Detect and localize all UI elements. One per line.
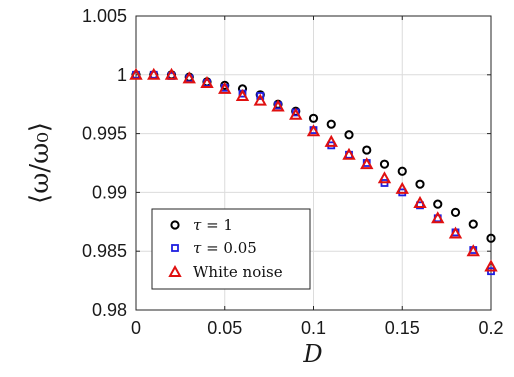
legend-value: = 0.05 — [201, 239, 257, 257]
data-point-triangle — [431, 211, 445, 224]
legend-label: τ = 1 — [193, 216, 233, 234]
y-tick-labels: 0.98 0.985 0.99 0.995 1 1.005 — [82, 6, 127, 320]
data-point-triangle — [235, 88, 250, 101]
x-axis-label: D — [302, 340, 322, 368]
y-tick-label: 0.98 — [92, 300, 127, 320]
legend-marker-square — [171, 244, 179, 252]
data-point-circle — [397, 166, 407, 176]
data-point-circle — [486, 233, 496, 243]
data-point-circle — [415, 179, 425, 189]
legend-value: White noise — [193, 263, 283, 281]
x-tick-labels: 0 0.05 0.1 0.15 0.2 — [131, 318, 504, 338]
legend-label: τ = 0.05 — [193, 239, 257, 257]
legend-value: = 1 — [201, 216, 233, 234]
legend-symbol: τ — [193, 239, 202, 257]
grid-lines — [136, 16, 491, 310]
data-point-triangle — [342, 147, 356, 160]
data-point-triangle — [306, 124, 321, 137]
data-point-triangle — [395, 181, 409, 194]
data-point-triangle — [182, 71, 196, 84]
data-point-circle — [344, 130, 354, 140]
data-point-triangle — [466, 244, 480, 257]
data-point-circle — [308, 113, 319, 123]
data-point-triangle — [271, 99, 285, 112]
data-points — [129, 67, 498, 276]
legend-marker-circle — [170, 220, 180, 230]
data-point-circle — [450, 207, 461, 217]
axis-ticks — [135, 15, 492, 311]
data-point-triangle — [324, 134, 338, 147]
data-point-triangle — [413, 195, 427, 208]
x-tick-label: 0.15 — [385, 318, 420, 338]
y-tick-label: 0.99 — [92, 182, 127, 202]
data-point-circle — [433, 199, 443, 209]
y-axis-label: ⟨ω/ω₀⟩ — [25, 122, 55, 204]
x-tick-label: 0.1 — [301, 318, 326, 338]
legend-marker-triangle — [168, 264, 182, 277]
x-tick-label: 0.2 — [478, 318, 503, 338]
data-point-triangle — [129, 67, 143, 80]
data-point-triangle — [200, 75, 214, 89]
data-point-circle — [326, 119, 336, 129]
y-tick-label: 1 — [117, 65, 127, 85]
data-point-circle — [362, 145, 372, 155]
data-point-triangle — [253, 93, 267, 106]
data-point-triangle — [147, 67, 161, 80]
data-point-triangle — [360, 157, 374, 170]
data-point-triangle — [289, 107, 303, 120]
data-point-triangle — [377, 171, 392, 184]
data-point-triangle — [484, 259, 498, 272]
y-tick-label: 0.985 — [82, 241, 127, 261]
data-point-triangle — [218, 81, 232, 94]
legend-label: White noise — [193, 263, 283, 281]
x-tick-label: 0 — [131, 318, 141, 338]
data-point-circle — [379, 159, 390, 169]
y-tick-label: 1.005 — [82, 6, 127, 26]
data-point-square — [256, 92, 265, 100]
y-tick-label: 0.995 — [82, 124, 127, 144]
series-triangle — [129, 67, 498, 272]
data-point-triangle — [448, 226, 463, 239]
data-point-triangle — [164, 67, 179, 80]
x-tick-label: 0.05 — [207, 318, 242, 338]
legend-symbol: τ — [193, 216, 202, 234]
data-point-circle — [468, 219, 478, 229]
